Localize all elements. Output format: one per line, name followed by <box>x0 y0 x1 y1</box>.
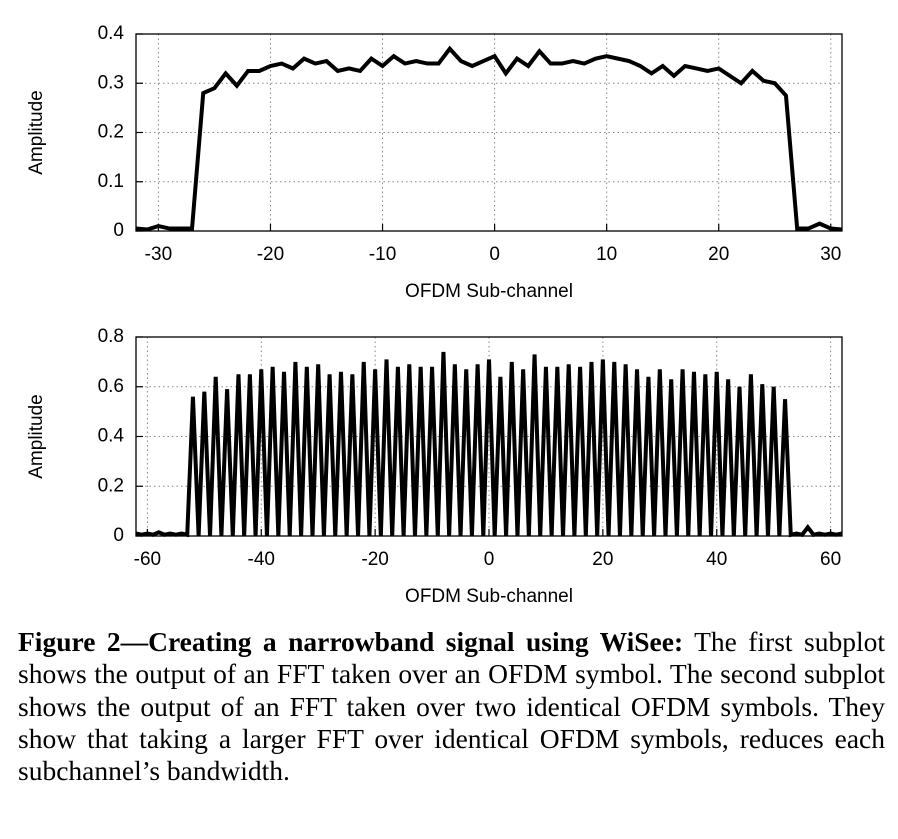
x-axis-label: OFDM Sub-channel <box>405 586 573 607</box>
x-tick-label: 20 <box>592 549 613 570</box>
y-axis-label: Amplitude <box>26 394 47 479</box>
caption: Figure 2—Creating a narrowband signal us… <box>18 626 885 787</box>
plot-frame <box>135 336 843 537</box>
y-tick-label: 0.8 <box>98 326 124 347</box>
x-tick-label: -40 <box>248 549 275 570</box>
x-tick-label: -20 <box>361 549 388 570</box>
y-tick-label: 0.3 <box>98 72 124 93</box>
x-tick-label: 20 <box>708 244 729 265</box>
y-tick-label: 0.4 <box>98 426 125 447</box>
x-tick-label: 0 <box>489 244 500 265</box>
data-line <box>135 351 843 538</box>
x-tick-label: 0 <box>484 549 495 570</box>
data-line <box>135 45 843 232</box>
y-tick-label: 0.4 <box>98 23 125 44</box>
y-tick-label: 0.2 <box>98 122 124 143</box>
x-tick-label: -20 <box>257 244 284 265</box>
y-tick-label: 0.6 <box>98 376 124 397</box>
x-tick-label: 40 <box>706 549 727 570</box>
x-axis-label: OFDM Sub-channel <box>405 281 573 302</box>
x-tick-label: 60 <box>820 549 841 570</box>
y-tick-label: 0 <box>113 525 124 546</box>
y-axis-label: Amplitude <box>26 90 47 175</box>
x-tick-label: 30 <box>820 244 841 265</box>
y-tick-label: 0 <box>113 220 124 241</box>
caption-label: Figure 2—Creating a narrowband signal us… <box>18 626 684 657</box>
x-tick-label: -30 <box>145 244 172 265</box>
y-tick-label: 0.2 <box>98 475 124 496</box>
caption-text: The first subplot shows the output of an… <box>18 626 885 787</box>
y-tick-label: 0.1 <box>98 171 124 192</box>
x-tick-label: 10 <box>596 244 617 265</box>
plot-frame <box>135 33 843 232</box>
x-tick-label: -10 <box>369 244 396 265</box>
figure: 0 0.1 0.2 0.3 0.4 -30 -20 -10 0 10 20 30 OFDM Sub-ch… <box>26 23 843 607</box>
x-tick-label: -60 <box>134 549 161 570</box>
